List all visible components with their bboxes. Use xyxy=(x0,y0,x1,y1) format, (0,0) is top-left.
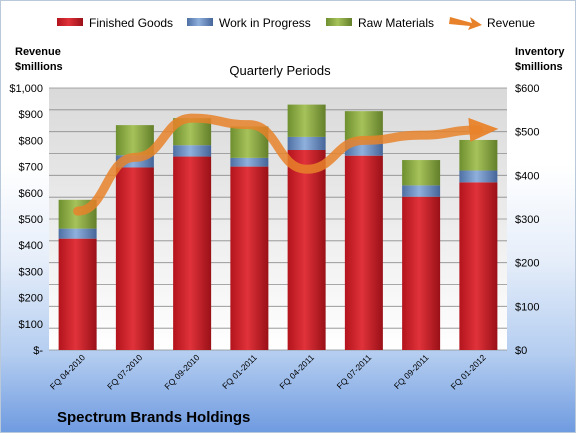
legend-label-raw-materials: Raw Materials xyxy=(358,16,434,30)
bar-raw-materials xyxy=(287,104,326,137)
right-tick-label: $400 xyxy=(515,170,539,182)
right-axis-title-line1: Inventory xyxy=(515,46,565,58)
bar-finished-goods xyxy=(115,167,154,350)
x-tick-label: FQ 07-2011 xyxy=(335,352,374,391)
revenue-line-arrowhead xyxy=(468,117,499,142)
bar-raw-materials xyxy=(402,160,441,186)
right-tick-label: $0 xyxy=(515,345,527,357)
x-tick-label: FQ 07-2010 xyxy=(105,352,144,391)
bar-work-in-progress xyxy=(58,228,97,239)
bar-finished-goods xyxy=(459,182,498,350)
right-tick-label: $600 xyxy=(515,83,539,95)
bars-group xyxy=(58,104,498,350)
left-tick-label: $200 xyxy=(19,293,43,305)
bar-raw-materials xyxy=(344,111,383,140)
left-tick-label: $1,000 xyxy=(9,83,43,95)
right-tick-label: $500 xyxy=(515,127,539,139)
legend-swatch-revenue-arrow xyxy=(449,17,482,30)
left-tick-label: $900 xyxy=(19,109,43,121)
revenue-line-group xyxy=(73,113,499,216)
left-tick-label: $300 xyxy=(19,266,43,278)
left-tick-label: $400 xyxy=(19,240,43,252)
right-axis-ticks: $0 $100 $200 $300 $400 $500 $600 xyxy=(515,83,539,357)
x-axis-ticks: FQ 04-2010 FQ 07-2010 FQ 09-2010 FQ 01-2011… xyxy=(48,352,488,391)
bar-finished-goods xyxy=(230,166,269,350)
legend-swatch-finished-goods xyxy=(57,18,83,26)
left-tick-label: $100 xyxy=(19,319,43,331)
right-tick-label: $100 xyxy=(515,301,539,313)
right-axis-title-line2: $millions xyxy=(515,61,563,73)
left-axis-ticks: $- $100 $200 $300 $400 $500 $600 $700 $800 $900 $1… xyxy=(9,83,43,357)
bar-work-in-progress xyxy=(230,157,269,167)
left-axis-title-line2: $millions xyxy=(15,61,63,73)
left-tick-label: $- xyxy=(33,345,43,357)
x-tick-label: FQ 04-2011 xyxy=(277,352,316,391)
bar-finished-goods xyxy=(344,155,383,350)
left-tick-label: $700 xyxy=(19,162,43,174)
bar-finished-goods xyxy=(58,238,97,350)
legend-label-finished-goods: Finished Goods xyxy=(89,16,173,30)
left-tick-label: $800 xyxy=(19,135,43,147)
bar-finished-goods xyxy=(287,150,326,350)
bar-work-in-progress xyxy=(173,145,212,157)
legend-swatch-raw-materials xyxy=(326,18,352,26)
x-tick-label: FQ 09-2011 xyxy=(392,352,431,391)
plot-title: Quarterly Periods xyxy=(229,63,331,78)
x-tick-label: FQ 01-2012 xyxy=(449,352,488,391)
bar-work-in-progress xyxy=(402,185,441,197)
bar-work-in-progress xyxy=(459,170,498,183)
x-tick-label: FQ 04-2010 xyxy=(48,352,87,391)
right-tick-label: $200 xyxy=(515,258,539,270)
x-tick-label: FQ 09-2010 xyxy=(162,352,201,391)
legend-swatch-work-in-progress xyxy=(187,18,213,26)
bar-finished-goods xyxy=(402,196,441,350)
bar-work-in-progress xyxy=(287,136,326,151)
legend-label-revenue: Revenue xyxy=(487,16,535,30)
company-name: Spectrum Brands Holdings xyxy=(57,409,250,426)
bar-raw-materials xyxy=(459,139,498,171)
bar-finished-goods xyxy=(173,156,212,350)
x-tick-label: FQ 01-2011 xyxy=(220,352,259,391)
left-axis-title-line1: Revenue xyxy=(15,46,61,58)
right-tick-label: $300 xyxy=(515,214,539,226)
legend: Finished Goods Work in Progress Raw Mate… xyxy=(57,16,535,30)
left-tick-label: $500 xyxy=(19,214,43,226)
legend-label-work-in-progress: Work in Progress xyxy=(219,16,311,30)
left-tick-label: $600 xyxy=(19,188,43,200)
